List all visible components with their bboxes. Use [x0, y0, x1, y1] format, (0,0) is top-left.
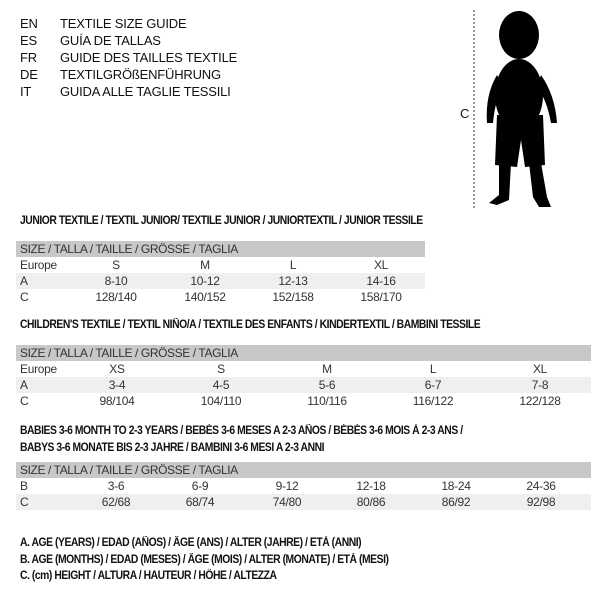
- table-cell: 7-8: [531, 378, 549, 392]
- table-row: C 98/104 104/110 110/116 116/122 122/128: [16, 393, 591, 409]
- language-code: DE: [20, 67, 38, 82]
- language-title: TEXTILGRÖßENFÜHRUNG: [60, 67, 221, 82]
- row-label: C: [20, 495, 29, 509]
- language-title: GUIDE DES TAILLES TEXTILE: [60, 50, 238, 65]
- language-code: ES: [20, 33, 37, 48]
- table-cell: XL: [373, 258, 389, 272]
- junior-size-table: SIZE / TALLA / TAILLE / GRÖSSE / TAGLIA E…: [16, 241, 425, 305]
- table-row: Europe XS S M L XL: [16, 361, 591, 377]
- table-row: B 3-6 6-9 9-12 12-18 18-24 24-36: [16, 478, 591, 494]
- table-cell: 12-13: [278, 274, 308, 288]
- baby-silhouette-icon: [486, 11, 557, 207]
- table-cell: 80/86: [356, 495, 386, 509]
- table-cell: L: [289, 258, 297, 272]
- table-cell: 122/128: [519, 394, 561, 408]
- table-row: C 128/140 140/152 152/158 158/170: [16, 289, 425, 305]
- table-cell: S: [217, 362, 225, 376]
- legend-a: A. AGE (YEARS) / EDAD (AÑOS) / ÂGE (ANS)…: [20, 537, 362, 549]
- table-cell: 10-12: [190, 274, 220, 288]
- table-cell: 104/110: [200, 394, 242, 408]
- row-label: A: [20, 378, 28, 392]
- row-label: C: [20, 394, 29, 408]
- legend-c: C. (cm) HEIGHT / ALTURA / HAUTEUR / HÖHE…: [20, 570, 277, 582]
- table-cell: 152/158: [272, 290, 314, 304]
- language-title: TEXTILE SIZE GUIDE: [60, 16, 187, 31]
- table-cell: M: [322, 362, 332, 376]
- language-title: GUIDA ALLE TAGLIE TESSILI: [60, 84, 231, 99]
- row-label: A: [20, 274, 28, 288]
- babies-size-table: SIZE / TALLA / TAILLE / GRÖSSE / TAGLIA B…: [16, 462, 591, 510]
- row-label: C: [20, 290, 29, 304]
- table-cell: 3-4: [108, 378, 126, 392]
- table-cell: 92/98: [526, 495, 556, 509]
- table-header: SIZE / TALLA / TAILLE / GRÖSSE / TAGLIA: [16, 462, 591, 478]
- children-size-table: SIZE / TALLA / TAILLE / GRÖSSE / TAGLIA E…: [16, 345, 591, 409]
- table-cell: 86/92: [441, 495, 471, 509]
- table-header: SIZE / TALLA / TAILLE / GRÖSSE / TAGLIA: [16, 345, 591, 361]
- babies-title-line1: BABIES 3-6 MONTH TO 2-3 YEARS / BEBÉS 3-…: [20, 425, 463, 437]
- table-cell: 24-36: [526, 479, 556, 493]
- table-cell: 6-9: [191, 479, 209, 493]
- height-measure-label: C: [460, 106, 470, 121]
- table-cell: 128/140: [95, 290, 137, 304]
- table-cell: 8-10: [104, 274, 128, 288]
- legend-b: B. AGE (MONTHS) / EDAD (MESES) / ÂGE (MO…: [20, 554, 389, 566]
- table-row: Europe S M L XL: [16, 257, 425, 273]
- table-row: C 62/68 68/74 74/80 80/86 86/92 92/98: [16, 494, 591, 510]
- table-cell: 5-6: [318, 378, 336, 392]
- table-cell: 3-6: [107, 479, 125, 493]
- table-cell: S: [112, 258, 120, 272]
- language-code: FR: [20, 50, 37, 65]
- table-cell: 98/104: [99, 394, 135, 408]
- table-cell: 68/74: [185, 495, 215, 509]
- table-cell: 116/122: [412, 394, 454, 408]
- row-label: Europe: [20, 362, 57, 376]
- table-row: A 8-10 10-12 12-13 14-16: [16, 273, 425, 289]
- table-cell: 4-5: [212, 378, 230, 392]
- table-cell: XS: [109, 362, 125, 376]
- table-cell: 62/68: [101, 495, 131, 509]
- children-title: CHILDREN'S TEXTILE / TEXTIL NIÑO/A / TEX…: [20, 319, 481, 331]
- table-cell: 12-18: [356, 479, 386, 493]
- table-header: SIZE / TALLA / TAILLE / GRÖSSE / TAGLIA: [16, 241, 425, 257]
- table-cell: 9-12: [275, 479, 299, 493]
- babies-title-line2: BABYS 3-6 MONATE BIS 2-3 JAHRE / BAMBINI…: [20, 442, 325, 454]
- table-cell: 110/116: [307, 394, 347, 408]
- table-cell: 140/152: [184, 290, 226, 304]
- baby-silhouette-figure: [473, 10, 557, 210]
- language-title: GUÍA DE TALLAS: [60, 33, 161, 48]
- row-label: B: [20, 479, 28, 493]
- table-cell: 18-24: [441, 479, 471, 493]
- table-cell: 6-7: [424, 378, 442, 392]
- table-cell: M: [200, 258, 210, 272]
- language-code: EN: [20, 16, 38, 31]
- language-code: IT: [20, 84, 32, 99]
- junior-title: JUNIOR TEXTILE / TEXTIL JUNIOR/ TEXTILE …: [20, 215, 423, 227]
- table-cell: 74/80: [272, 495, 302, 509]
- table-cell: 14-16: [366, 274, 396, 288]
- table-row: A 3-4 4-5 5-6 6-7 7-8: [16, 377, 591, 393]
- table-cell: 158/170: [360, 290, 402, 304]
- row-label: Europe: [20, 258, 57, 272]
- table-cell: XL: [532, 362, 548, 376]
- table-cell: L: [429, 362, 437, 376]
